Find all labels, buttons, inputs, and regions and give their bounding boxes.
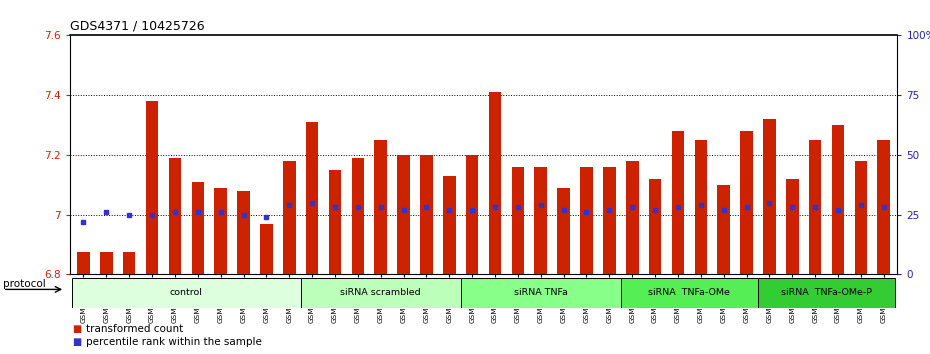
Bar [764, 119, 776, 274]
Text: control: control [170, 289, 203, 297]
Bar [260, 224, 272, 274]
Bar [855, 161, 867, 274]
Bar [168, 158, 181, 274]
Bar [671, 131, 684, 274]
Bar [626, 161, 639, 274]
Bar [460, 278, 621, 308]
Bar [100, 252, 113, 274]
Text: GDS4371 / 10425726: GDS4371 / 10425726 [70, 20, 205, 33]
Bar [717, 185, 730, 274]
Bar [420, 155, 432, 274]
Bar [237, 191, 250, 274]
Bar [443, 176, 456, 274]
Bar [786, 179, 799, 274]
Bar [557, 188, 570, 274]
Bar [621, 278, 758, 308]
Bar [695, 140, 707, 274]
Bar [77, 252, 90, 274]
Bar [649, 179, 661, 274]
Bar [580, 167, 592, 274]
Bar [123, 252, 136, 274]
Bar [877, 140, 890, 274]
Text: protocol: protocol [3, 279, 46, 289]
Bar [72, 278, 300, 308]
Bar [758, 278, 896, 308]
Text: percentile rank within the sample: percentile rank within the sample [86, 337, 262, 347]
Text: siRNA  TNFa-OMe: siRNA TNFa-OMe [648, 289, 730, 297]
Bar [831, 125, 844, 274]
Bar [215, 188, 227, 274]
Bar [352, 158, 365, 274]
Bar [397, 155, 410, 274]
Bar [466, 155, 478, 274]
Bar [535, 167, 547, 274]
Text: transformed count: transformed count [86, 324, 184, 334]
Bar [146, 101, 158, 274]
Bar [375, 140, 387, 274]
Text: siRNA scrambled: siRNA scrambled [340, 289, 421, 297]
Text: ■: ■ [73, 337, 82, 347]
Bar [809, 140, 821, 274]
Bar [512, 167, 525, 274]
Bar [283, 161, 296, 274]
Text: siRNA  TNFa-OMe-P: siRNA TNFa-OMe-P [781, 289, 872, 297]
Bar [328, 170, 341, 274]
Bar [300, 278, 460, 308]
Bar [603, 167, 616, 274]
Text: ■: ■ [73, 324, 82, 334]
Bar [306, 122, 318, 274]
Text: siRNA TNFa: siRNA TNFa [513, 289, 567, 297]
Bar [740, 131, 752, 274]
Bar [192, 182, 204, 274]
Bar [489, 92, 501, 274]
